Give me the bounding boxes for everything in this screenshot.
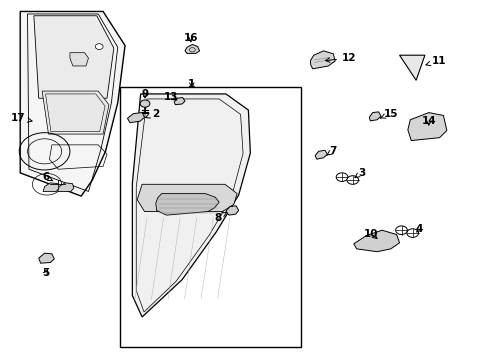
Polygon shape xyxy=(58,183,74,192)
Polygon shape xyxy=(127,113,144,123)
Text: 17: 17 xyxy=(11,113,32,123)
Text: 11: 11 xyxy=(425,55,446,66)
Polygon shape xyxy=(225,206,238,215)
Text: 9: 9 xyxy=(141,89,148,99)
Circle shape xyxy=(406,229,418,237)
Text: 12: 12 xyxy=(325,53,356,63)
Polygon shape xyxy=(174,98,184,105)
Polygon shape xyxy=(315,150,327,159)
Polygon shape xyxy=(399,55,424,80)
Text: 15: 15 xyxy=(380,109,397,119)
Text: 7: 7 xyxy=(326,145,336,156)
Text: 3: 3 xyxy=(354,168,365,178)
Text: 4: 4 xyxy=(414,225,422,234)
Text: 2: 2 xyxy=(145,109,159,119)
Circle shape xyxy=(335,173,347,181)
Polygon shape xyxy=(20,12,125,196)
Polygon shape xyxy=(184,44,199,53)
Circle shape xyxy=(395,226,407,234)
Polygon shape xyxy=(42,91,109,134)
Polygon shape xyxy=(407,113,446,140)
Text: 8: 8 xyxy=(214,212,226,222)
Polygon shape xyxy=(156,194,219,215)
Polygon shape xyxy=(368,112,380,121)
Text: 6: 6 xyxy=(42,172,53,182)
Text: 5: 5 xyxy=(42,267,50,278)
Text: 16: 16 xyxy=(183,33,198,43)
Circle shape xyxy=(95,44,103,49)
Polygon shape xyxy=(137,184,237,212)
Polygon shape xyxy=(43,183,59,192)
Bar xyxy=(120,87,300,347)
Text: 13: 13 xyxy=(164,92,178,102)
Polygon shape xyxy=(70,53,88,66)
Polygon shape xyxy=(34,16,114,98)
Polygon shape xyxy=(353,230,399,252)
Text: 1: 1 xyxy=(188,79,195,89)
Circle shape xyxy=(140,100,150,107)
Text: 14: 14 xyxy=(421,116,435,126)
Polygon shape xyxy=(132,94,250,317)
Circle shape xyxy=(346,176,358,184)
Text: 10: 10 xyxy=(363,229,378,239)
Polygon shape xyxy=(39,253,54,263)
Polygon shape xyxy=(310,51,334,69)
